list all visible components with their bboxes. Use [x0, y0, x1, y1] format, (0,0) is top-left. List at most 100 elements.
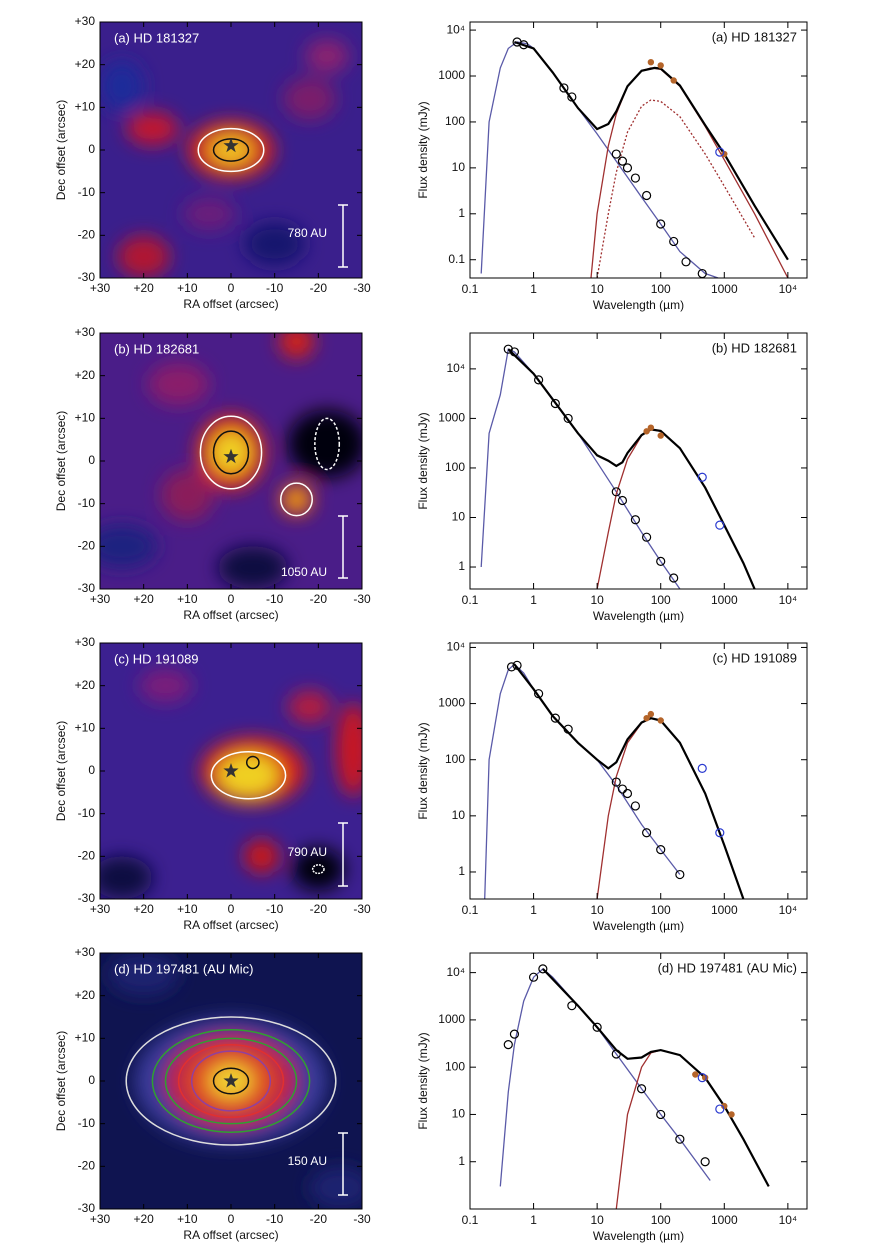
scale-label: 780 AU: [288, 226, 327, 240]
x-tick-label: +20: [133, 281, 154, 295]
y-tick-label: 100: [445, 460, 465, 474]
x-tick-label: -30: [353, 281, 371, 295]
frame: [469, 952, 808, 1210]
y-tick-label: +20: [75, 678, 96, 692]
contour: [280, 482, 313, 517]
data-point: [656, 845, 666, 855]
blob: [287, 409, 362, 479]
data-point: [567, 1001, 577, 1011]
y-tick-label: 10: [452, 808, 466, 822]
blob: [217, 546, 288, 589]
data-point: [630, 801, 641, 811]
data-point: [681, 257, 691, 267]
plot-area: [499, 964, 770, 1209]
y-tick-label: +20: [75, 57, 96, 71]
data-point: [617, 495, 628, 506]
y-tick-label: +30: [75, 945, 96, 959]
data-point: [622, 163, 633, 173]
data-point: [617, 784, 628, 794]
data-point: [506, 662, 517, 672]
data-point: [622, 788, 633, 799]
x-tick-label: -20: [310, 1212, 328, 1226]
y-tick-label: -20: [78, 1159, 96, 1173]
data-point: [715, 520, 725, 530]
panel-label: (c) HD 191089: [114, 651, 199, 666]
data-point: [670, 77, 677, 84]
blob: [279, 333, 314, 359]
contour: [197, 127, 265, 173]
y-tick-label: 1000: [438, 1012, 465, 1026]
x-tick-label: +30: [90, 1212, 111, 1226]
panel-label: (a) HD 181327: [712, 29, 797, 44]
sed-line: [596, 717, 745, 899]
data-point: [509, 347, 520, 357]
blob: [244, 222, 306, 266]
y-tick-label: 0: [88, 142, 95, 156]
x-axis-label: RA offset (arcsec): [183, 918, 278, 932]
y-tick-label: 1000: [438, 696, 465, 710]
sed-line: [499, 968, 711, 1187]
plot-area: [480, 37, 789, 278]
x-tick-label: +20: [133, 902, 154, 916]
contour: [190, 1050, 272, 1112]
x-tick-label: -30: [353, 1212, 371, 1226]
data-point: [550, 713, 560, 723]
x-axis-label: RA offset (arcsec): [183, 297, 278, 311]
data-point: [715, 828, 725, 838]
x-tick-label: -30: [353, 592, 371, 606]
data-point: [611, 1049, 621, 1059]
y-tick-label: -10: [78, 496, 96, 510]
y-axis-label: Flux density (mJy): [416, 722, 430, 819]
data-point: [611, 487, 621, 497]
data-point: [657, 62, 664, 69]
heatmap-blobs: [100, 39, 349, 278]
blob: [117, 235, 170, 278]
x-tick-label: 10: [590, 282, 604, 296]
blob: [100, 525, 157, 568]
contour: [245, 755, 260, 770]
frame: [469, 332, 808, 590]
x-tick-label: -10: [266, 592, 284, 606]
x-tick-label: +10: [177, 281, 198, 295]
y-tick-label: -10: [78, 806, 96, 820]
data-point: [550, 398, 560, 409]
blob: [244, 839, 280, 874]
x-axis-label: RA offset (arcsec): [183, 608, 278, 622]
y-tick-label: 0: [88, 453, 95, 467]
data-point: [642, 532, 652, 542]
data-point: [692, 1071, 699, 1078]
data-point: [642, 190, 652, 201]
data-point: [642, 828, 652, 838]
x-tick-label: 10⁴: [779, 593, 798, 607]
data-point: [656, 1109, 666, 1120]
y-tick-label: 10: [452, 160, 466, 174]
contour: [125, 1016, 337, 1146]
y-tick-label: +30: [75, 14, 96, 28]
y-tick-label: 100: [445, 1059, 465, 1073]
data-point: [647, 710, 655, 718]
data-point: [559, 83, 569, 93]
x-tick-label: -10: [266, 902, 284, 916]
y-tick-label: 100: [445, 752, 465, 766]
x-tick-label: 100: [651, 903, 671, 917]
x-tick-label: 1000: [711, 903, 738, 917]
heatmap: [100, 333, 362, 589]
star: [223, 1073, 239, 1088]
data-point: [669, 573, 679, 583]
y-tick-label: 10: [452, 1107, 466, 1121]
data-point: [657, 717, 664, 724]
y-tick-label: 10⁴: [446, 361, 465, 375]
contour: [177, 1043, 285, 1119]
data-point: [669, 236, 679, 247]
y-tick-label: 0: [88, 763, 95, 777]
sed-line: [596, 428, 756, 589]
sed-line: [480, 348, 681, 589]
y-tick-label: 1000: [438, 68, 465, 82]
y-axis-label: Dec offset (arcsec): [54, 1031, 68, 1131]
data-point: [512, 660, 522, 670]
y-tick-label: -30: [78, 1201, 96, 1215]
data-point: [563, 724, 573, 734]
blob: [305, 39, 349, 74]
panel-label: (b) HD 182681: [712, 340, 797, 355]
